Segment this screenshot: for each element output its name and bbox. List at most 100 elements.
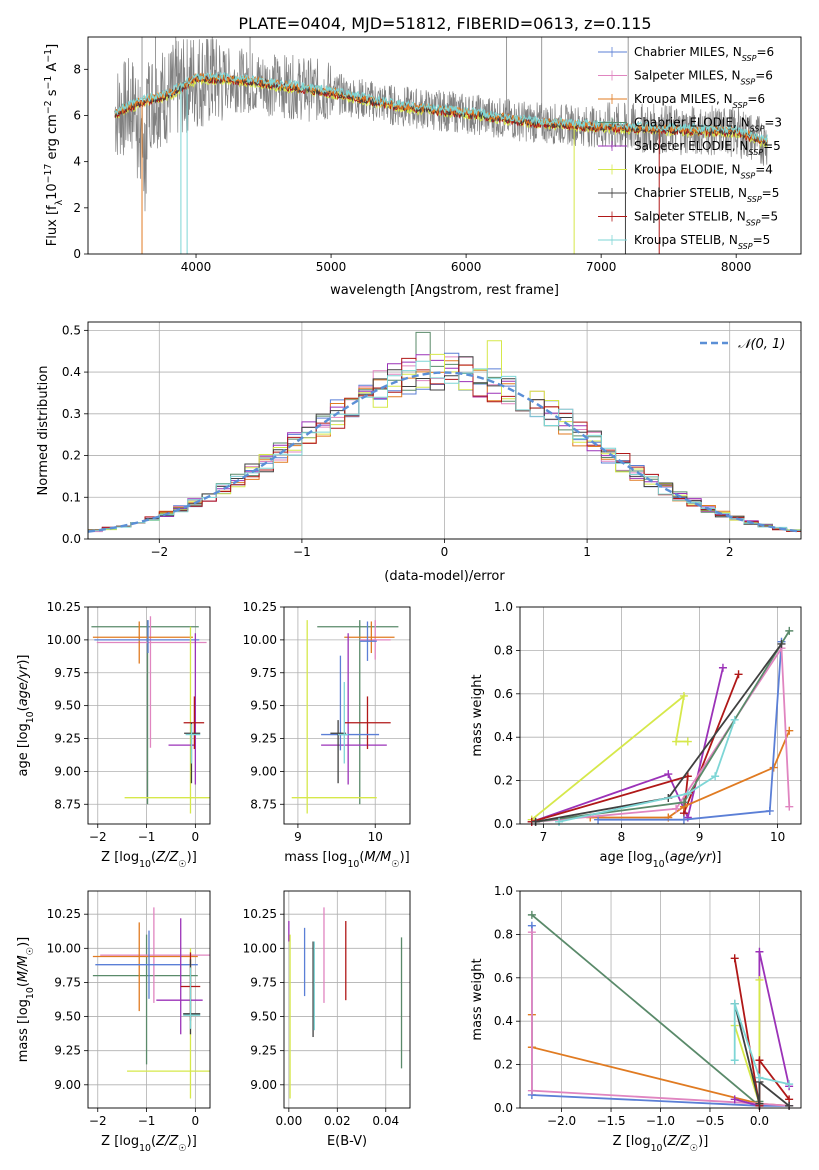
label-part: −1 (43, 49, 54, 63)
age-vs-Z-panel: −2 −1 0 8.75 9.00 9.25 9.50 9.75 10.00 10.25 Z [lo… (16, 600, 211, 870)
x-tick-label: 2 (726, 545, 734, 559)
y-axis-label: Flux [fλ10−17 erg cm−2 s−1 A−1] (43, 44, 65, 246)
label-part: )] (698, 1134, 708, 1149)
series-marker (664, 770, 673, 779)
label-part: Flux [f (45, 205, 60, 246)
y-tick-label: 0.4 (62, 365, 81, 379)
y-tick-label: 0.1 (62, 490, 81, 504)
mass-weight-vs-Z-panel: −2.0 −1.5 −1.0 −0.5 0.0 0.0 0.2 0.4 0.6 0.8 1.0 Z [… (470, 884, 802, 1154)
legend-text: Salpeter STELIB, N (634, 210, 746, 224)
legend-text: =3 (764, 116, 782, 130)
x-tick-label: 10 (368, 830, 383, 844)
series-marker (679, 815, 688, 824)
y-tick-label: 0.0 (494, 817, 513, 831)
series-marker (755, 975, 764, 984)
series-marker (755, 1099, 764, 1108)
x-tick-label: −1 (138, 830, 156, 844)
y-tick-label: 0.0 (62, 532, 81, 546)
series-marker (765, 806, 774, 815)
x-tick-label: 6000 (451, 260, 482, 274)
residuals-panel: −2 −1 0 1 2 0.0 0.1 0.2 0.3 0.4 0.5 (data-model)/er… (36, 321, 802, 584)
x-tick-label: 1 (583, 545, 591, 559)
label-part: ( (16, 982, 31, 987)
y-tick-label: 0.2 (62, 449, 81, 463)
legend-sub: SSP (742, 54, 757, 63)
series-marker (711, 772, 720, 781)
label-part: age/yr (16, 663, 31, 706)
series-marker (679, 798, 688, 807)
x-tick-label: 0 (192, 830, 200, 844)
series-marker (755, 1073, 764, 1082)
series-marker (527, 928, 536, 937)
data-spectrum (114, 38, 768, 212)
x-tick-label: 9 (294, 830, 302, 844)
x-tick-label: 8000 (721, 260, 752, 274)
legend-text: Kroupa ELODIE, N (634, 163, 741, 177)
label-part: 10 (347, 859, 359, 870)
errorbars (91, 616, 210, 814)
label-part: E(B-V) (327, 1134, 367, 1149)
y-tick-label: 9.75 (54, 666, 81, 680)
x-tick-label: −1 (293, 545, 311, 559)
x-tick-label: 10 (770, 830, 785, 844)
series-marker (730, 1095, 739, 1104)
legend-text: =6 (755, 69, 773, 83)
y-axis-label: Normed distribution (36, 366, 51, 496)
y-tick-label: 0.8 (494, 927, 513, 941)
x-tick-label: 0 (192, 1114, 200, 1128)
y-tick-label: 0.5 (62, 323, 81, 337)
legend-entry: Salpeter ELODIE, NSSP=5 (634, 139, 781, 157)
y-tick-label: 9.25 (250, 732, 277, 746)
series-line-chabrier_stelib (733, 1003, 790, 1107)
label-part: )] (187, 1134, 197, 1149)
label-part: ( (151, 1134, 156, 1149)
legend-entry: 𝒩(0, 1) (738, 337, 785, 352)
series-marker (785, 1080, 794, 1089)
label-part: ☉ (178, 859, 186, 870)
y-tick-label: 9.50 (250, 699, 277, 713)
label-part: )] (16, 937, 31, 947)
y-tick-label: 10.25 (243, 600, 277, 614)
y-tick-label: 0.4 (494, 1014, 513, 1028)
y-tick-label: 9.50 (54, 1010, 81, 1024)
label-part: Z/Z (155, 1134, 179, 1149)
legend-text: =5 (763, 139, 781, 153)
legend-entry: Chabrier STELIB, NSSP=5 (634, 186, 779, 204)
y-tick-label: 8 (73, 62, 81, 76)
series-marker (527, 910, 536, 919)
label-part: Z/Z (155, 850, 179, 865)
x-tick-label: −2.0 (547, 1114, 576, 1128)
axes-frame (87, 606, 211, 825)
legend-text: Chabrier ELODIE, N (634, 116, 750, 130)
legend-entry: Salpeter STELIB, NSSP=5 (634, 210, 778, 228)
y-tick-label: 0.8 (494, 643, 513, 657)
legend-text: Salpeter MILES, N (634, 69, 741, 83)
axes-frame (519, 606, 802, 825)
label-part: ☉ (178, 1143, 186, 1154)
label-part: Z [log (101, 850, 139, 865)
label-part: ☉ (690, 1143, 698, 1154)
y-tick-label: 1.0 (494, 600, 513, 614)
x-axis-label: Z [log10(Z/Z☉)] (613, 1134, 709, 1154)
y-tick-label: 0.4 (494, 730, 513, 744)
series-marker (531, 817, 540, 826)
x-tick-label: 0.02 (324, 1114, 351, 1128)
x-axis-label: Z [log10(Z/Z☉)] (101, 850, 197, 870)
label-part: age [log (599, 850, 652, 865)
x-tick-label: −2 (150, 545, 168, 559)
y-axis-label: mass weight (470, 958, 485, 1040)
series-marker (672, 804, 681, 813)
series-marker (683, 737, 692, 746)
y-tick-label: 0 (73, 247, 81, 261)
y-tick-label: 0.6 (494, 687, 513, 701)
spectrum-lines (114, 37, 768, 254)
legend-entry: Kroupa MILES, NSSP=6 (634, 92, 765, 110)
label-part: ☉ (391, 859, 399, 870)
series-marker (672, 737, 681, 746)
y-tick-label: 9.25 (54, 732, 81, 746)
series-marker (785, 802, 794, 811)
spectrum-panel: 4000 5000 6000 7000 8000 0 2 4 6 8 wavelength [Ang… (43, 36, 802, 298)
axes-frame (87, 36, 802, 255)
